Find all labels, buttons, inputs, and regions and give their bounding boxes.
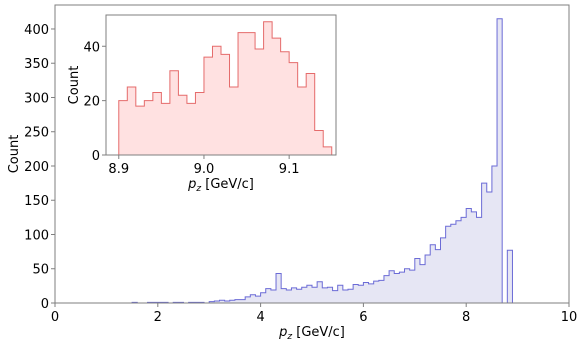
inset-hist-line <box>118 21 333 155</box>
inset-x-axis-label: pz [GeV/c] <box>187 177 254 194</box>
main-x-tick-label: 6 <box>359 310 367 325</box>
main-axes-frame <box>54 4 570 304</box>
inset-hist-fill <box>118 21 332 156</box>
inset-y-tick-label: 20 <box>83 95 100 110</box>
main-x-tick-label: 4 <box>256 310 264 325</box>
main-y-tick-label: 50 <box>32 263 49 278</box>
main-x-tick-label: 10 <box>561 310 578 325</box>
main-y-tick-label: 300 <box>24 91 49 106</box>
main-y-tick-label: 150 <box>24 194 49 209</box>
main-x-tick-label: 0 <box>51 310 59 325</box>
main-y-tick-label: 350 <box>24 57 49 72</box>
inset-axes-frame <box>105 14 337 156</box>
main-y-tick-label: 250 <box>24 126 49 141</box>
main-y-axis-label: Count <box>7 135 22 174</box>
inset-x-tick-label: 8.9 <box>108 162 129 177</box>
main-y-tick-label: 200 <box>24 160 49 175</box>
inset-plot: 8.9 9.0 9.1 0 20 40 pz [GeV/c] Count <box>67 14 337 194</box>
main-hist-line <box>131 18 513 304</box>
main-x-tick-label: 8 <box>462 310 470 325</box>
inset-y-tick-label: 40 <box>83 40 100 55</box>
main-x-axis-label: pz [GeV/c] <box>278 325 345 342</box>
main-y-tick-label: 0 <box>41 297 49 312</box>
main-y-tick-label: 100 <box>24 228 49 243</box>
main-x-tick-label: 2 <box>154 310 162 325</box>
main-y-tick-label: 400 <box>24 23 49 38</box>
inset-x-tick-label: 9.1 <box>279 162 300 177</box>
inset-y-tick-label: 0 <box>92 149 100 164</box>
inset-y-axis-label: Count <box>67 66 82 105</box>
inset-x-tick-label: 9.0 <box>194 162 215 177</box>
main-hist-fill <box>132 18 513 304</box>
